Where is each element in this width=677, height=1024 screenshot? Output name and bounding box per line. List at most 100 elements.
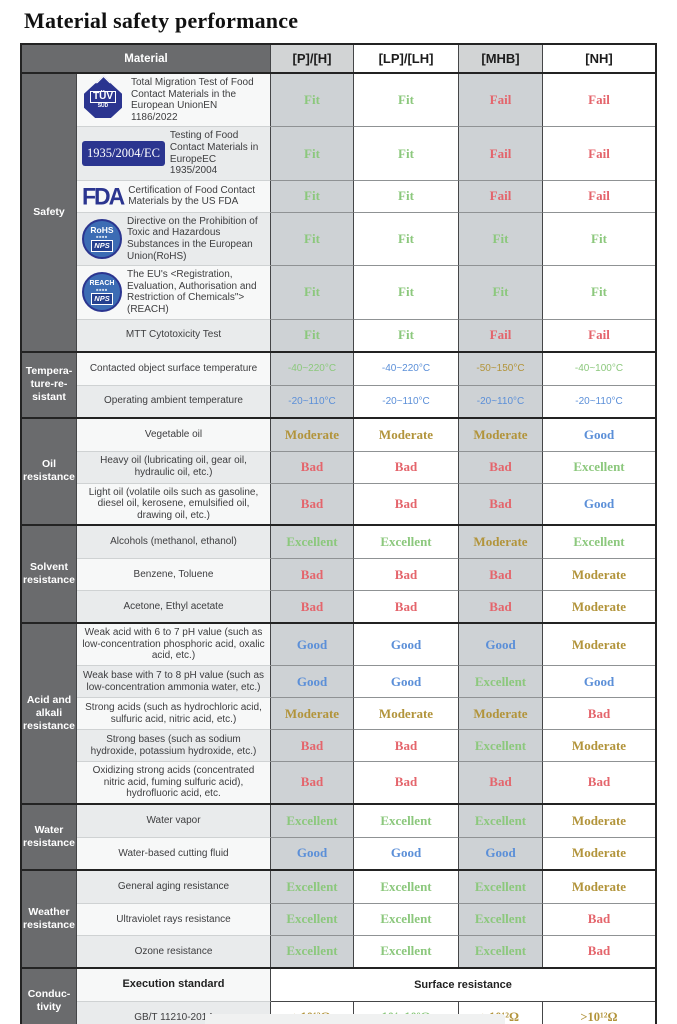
value-cell: Excellent (459, 729, 543, 762)
row-desc-text: Execution standard (122, 978, 225, 991)
icon-wrap: REACH ■■■■ NPS (82, 272, 122, 313)
merged-value-cell: Surface resistance (271, 968, 655, 1001)
value-cell: Bad (271, 450, 354, 483)
value-cell: Bad (354, 482, 459, 525)
row-desc-text: Light oil (volatile oils such as gasolin… (88, 486, 259, 521)
icon-wrap: RoHS ■■■■ NPS (82, 218, 122, 259)
group-label-solvent-resistance: Solvent resistance (22, 526, 77, 623)
value-cell: Bad (354, 590, 459, 623)
value-cell: Moderate (459, 526, 543, 559)
value-cell: Fit (459, 265, 543, 319)
row-desc-text: Operating ambient temperature (104, 395, 243, 407)
value-cell: Moderate (271, 418, 354, 451)
value-cell: Bad (459, 450, 543, 483)
value-cell: >10¹²Ω (543, 1000, 655, 1024)
row-desc: Contacted object surface temperature (77, 352, 271, 385)
value-cell: Moderate (543, 804, 655, 837)
value-cell: Bad (271, 729, 354, 762)
row-desc: Oxidizing strong acids (concentrated nit… (77, 761, 271, 803)
value-cell: -20~110°C (543, 384, 655, 417)
value-cell: Excellent (459, 870, 543, 903)
row-desc-text: Contacted object surface temperature (89, 362, 258, 374)
value-cell: Good (543, 482, 655, 525)
value-cell: Fit (354, 318, 459, 351)
row-desc: Acetone, Ethyl acetate (77, 590, 271, 623)
header-col-mhb: [MHB] (459, 45, 543, 72)
value-cell: Bad (271, 590, 354, 623)
value-cell: Excellent (459, 804, 543, 837)
row-desc: TÜV SÜD Total Migration Test of Food Conta… (77, 74, 271, 127)
value-cell: -40~220°C (271, 352, 354, 385)
group-safety: Safety TÜV SÜD Total Migration Test of Food… (22, 74, 655, 351)
bottom-bar (205, 1014, 505, 1024)
group-water-resistance: Water resistance Water vapor Excellent Exce… (22, 802, 655, 869)
value-cell: Fit (543, 265, 655, 319)
fda-icon: FDA (82, 182, 125, 210)
value-cell: Moderate (543, 624, 655, 666)
row-desc: Alcohols (methanol, ethanol) (77, 526, 271, 559)
value-cell: -20~110°C (354, 384, 459, 417)
value-cell: Fit (543, 211, 655, 266)
value-cell: Fit (459, 211, 543, 266)
value-cell: Fit (354, 265, 459, 319)
group-acid-and-alkali-resistance: Acid and alkali resistance Weak acid with… (22, 622, 655, 803)
row-desc: Weak acid with 6 to 7 pH value (such as … (77, 624, 271, 666)
header-col-nh: [NH] (543, 45, 655, 72)
group-label-tempera-ture-re-sistant: Tempera- ture-re- sistant (22, 352, 77, 417)
value-cell: Moderate (543, 729, 655, 762)
row-desc-text: Certification of Food Contact Materials … (128, 184, 256, 208)
value-cell: Excellent (271, 870, 354, 903)
value-cell: Excellent (543, 526, 655, 559)
row-desc: MTT Cytotoxicity Test (77, 318, 271, 351)
value-cell: Excellent (354, 804, 459, 837)
row-desc: Operating ambient temperature (77, 384, 271, 417)
value-cell: Fit (354, 74, 459, 127)
value-cell: Excellent (459, 665, 543, 698)
value-cell: Fail (543, 318, 655, 351)
row-desc-text: Directive on the Prohibition of Toxic an… (127, 215, 258, 262)
row-desc-text: Water vapor (146, 815, 201, 827)
value-cell: Fit (354, 179, 459, 212)
value-cell: Good (459, 624, 543, 666)
row-desc-text: Strong bases (such as sodium hydroxide, … (90, 733, 257, 757)
row-desc-text: The EU's <Registration, Evaluation, Auth… (127, 269, 257, 315)
value-cell: -20~110°C (271, 384, 354, 417)
value-cell: Moderate (543, 558, 655, 591)
row-desc: FDA Certification of Food Contact Materia… (77, 179, 271, 212)
row-desc-text: Total Migration Test of Food Contact Mat… (131, 77, 254, 123)
row-desc: RoHS ■■■■ NPS Directive on the Prohibition … (77, 211, 271, 266)
value-cell: Bad (543, 761, 655, 803)
row-desc: Vegetable oil (77, 418, 271, 451)
group-label-conduc-tivity: Conduc- tivity (22, 968, 77, 1024)
value-cell: Fit (354, 126, 459, 180)
group-label-acid-and-alkali-resistance: Acid and alkali resistance (22, 624, 77, 803)
group-tempera-ture-re-sistant: Tempera- ture-re- sistant Contacted objec… (22, 350, 655, 417)
header-material: Material (22, 45, 271, 72)
icon-wrap: TÜV SÜD (82, 75, 126, 120)
table-header: Material [P]/[H] [LP]/[LH] [MHB] [NH] (22, 45, 655, 74)
value-cell: Fit (354, 211, 459, 266)
value-cell: Bad (459, 558, 543, 591)
value-cell: Fail (543, 74, 655, 127)
value-cell: Bad (459, 590, 543, 623)
tuv-octagon: TÜV SÜD (84, 83, 122, 119)
row-desc-text: Weak acid with 6 to 7 pH value (such as … (82, 627, 265, 662)
value-cell: Fail (543, 179, 655, 212)
value-cell: Moderate (543, 870, 655, 903)
value-cell: Bad (354, 729, 459, 762)
row-desc-text: Strong acids (such as hydrochloric acid,… (85, 701, 262, 725)
value-cell: Fail (459, 126, 543, 180)
row-desc: REACH ■■■■ NPS The EU's <Registration, Eval… (77, 265, 271, 319)
value-cell: -50~150°C (459, 352, 543, 385)
value-cell: Moderate (354, 697, 459, 730)
row-desc: Heavy oil (lubricating oil, gear oil, hy… (77, 450, 271, 483)
value-cell: Excellent (271, 804, 354, 837)
value-cell: Excellent (271, 902, 354, 935)
row-desc: Strong acids (such as hydrochloric acid,… (77, 697, 271, 730)
row-desc-text: Ultraviolet rays resistance (116, 913, 231, 925)
row-desc: Execution standard (77, 968, 271, 1001)
value-cell: Good (354, 665, 459, 698)
value-cell: -20~110°C (459, 384, 543, 417)
reach-icon: REACH ■■■■ NPS (82, 272, 122, 313)
